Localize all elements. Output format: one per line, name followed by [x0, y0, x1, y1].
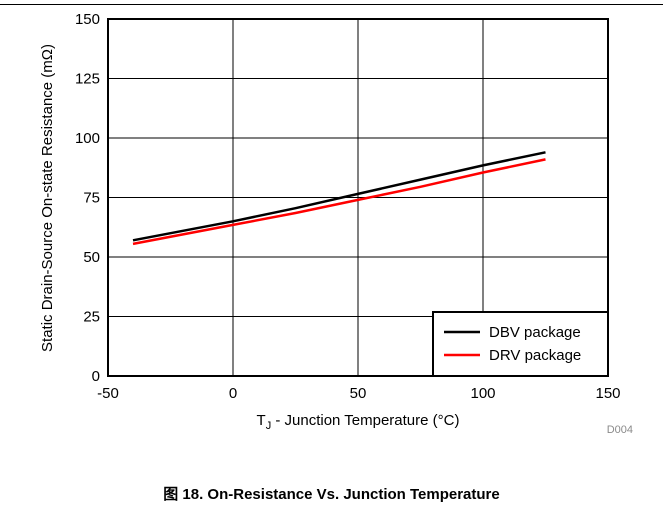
- legend-label-drv: DRV package: [489, 347, 581, 364]
- legend: DBV package DRV package: [432, 311, 609, 377]
- y-tick-label: 25: [83, 309, 100, 326]
- y-tick-label: 100: [75, 130, 100, 147]
- figure-caption: 图 18. On-Resistance Vs. Junction Tempera…: [163, 486, 500, 503]
- x-tick-label: 50: [350, 385, 367, 402]
- y-tick-label: 75: [83, 190, 100, 207]
- y-tick-label: 50: [83, 249, 100, 266]
- x-tick-label: -50: [97, 385, 119, 402]
- y-tick-label: 0: [92, 368, 100, 385]
- y-axis-label: Static Drain-Source On-state Resistance …: [39, 44, 56, 352]
- x-axis-label: TJ - Junction Temperature (°C): [257, 412, 460, 432]
- series-line-dbv: [132, 151, 546, 242]
- legend-label-dbv: DBV package: [489, 324, 581, 341]
- y-tick-label: 150: [75, 11, 100, 28]
- x-tick-label: 150: [595, 385, 620, 402]
- series-line-drv: [132, 158, 546, 246]
- x-axis-label-rest: - Junction Temperature (°C): [271, 412, 459, 429]
- series-layer: [132, 151, 546, 246]
- y-tick-label: 125: [75, 71, 100, 88]
- top-rule: [0, 4, 663, 5]
- legend-box: [432, 311, 609, 377]
- figure-id: D004: [607, 424, 633, 436]
- x-tick-label: 0: [229, 385, 237, 402]
- x-tick-label: 100: [470, 385, 495, 402]
- plot-frame: [107, 18, 609, 377]
- x-axis-label-subscript: J: [266, 420, 272, 432]
- x-axis-label-main: T: [257, 412, 266, 429]
